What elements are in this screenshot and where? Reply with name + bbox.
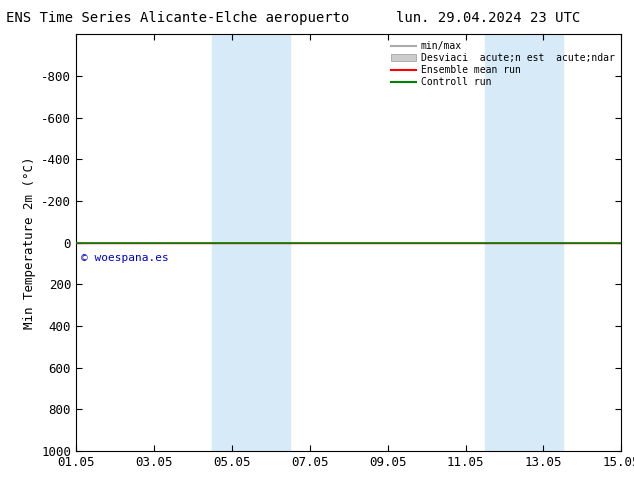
Bar [212, 34, 290, 451]
Text: © woespana.es: © woespana.es [81, 253, 169, 263]
Text: ENS Time Series Alicante-Elche aeropuerto: ENS Time Series Alicante-Elche aeropuert… [6, 11, 349, 25]
Y-axis label: Min Temperature 2m (°C): Min Temperature 2m (°C) [23, 156, 36, 329]
Legend: min/max, Desviaci  acute;n est  acute;ndar, Ensemble mean run, Controll run: min/max, Desviaci acute;n est acute;ndar… [389, 39, 616, 89]
Bar [485, 34, 563, 451]
Text: lun. 29.04.2024 23 UTC: lun. 29.04.2024 23 UTC [396, 11, 580, 25]
